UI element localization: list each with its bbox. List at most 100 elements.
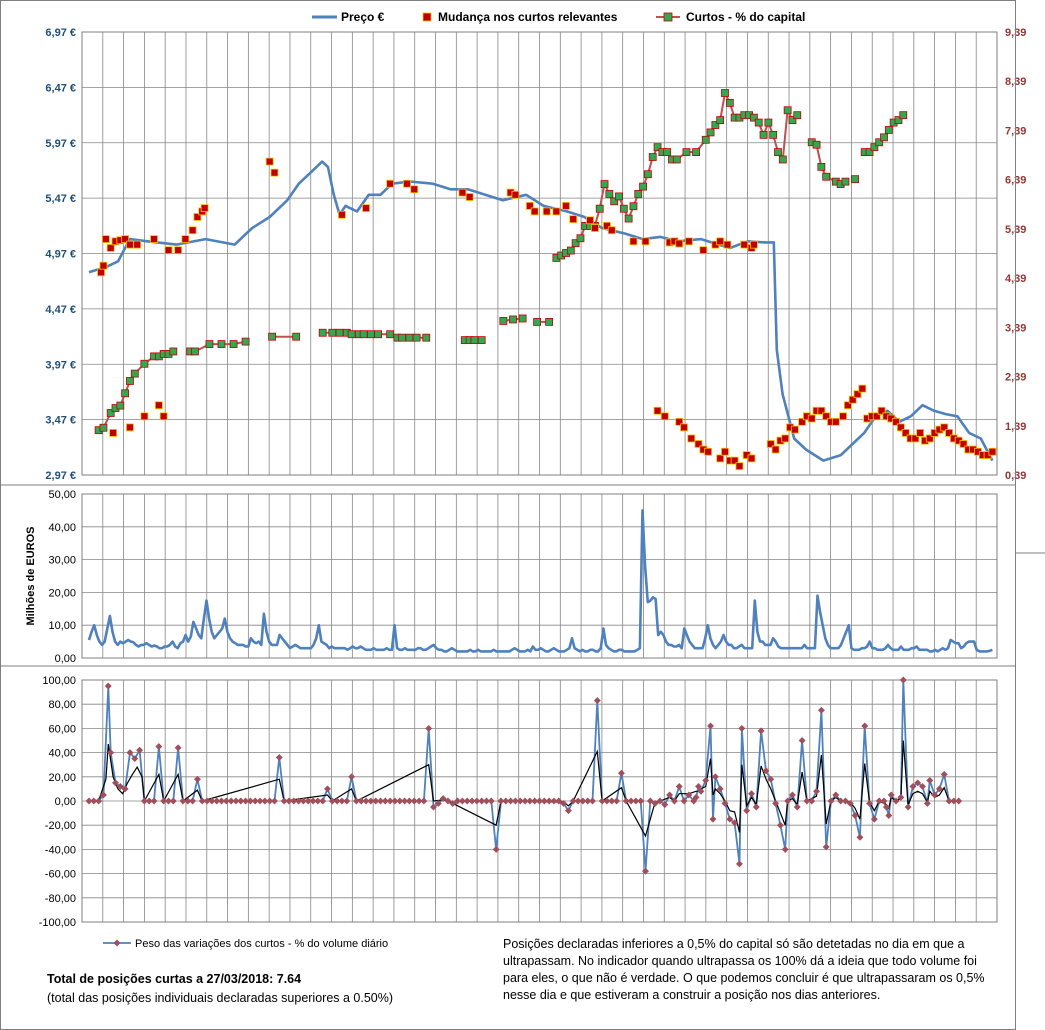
weight-marker xyxy=(588,797,597,805)
explanatory-note: Posições declaradas inferiores a 0,5% do… xyxy=(503,937,985,1002)
weight-marker xyxy=(376,797,385,805)
y-tick-label: 40,00 xyxy=(48,522,76,534)
weight-marker xyxy=(227,797,235,805)
weight-marker xyxy=(555,797,563,805)
weight-marker xyxy=(870,815,878,823)
weight-marker xyxy=(709,815,717,823)
short-change-marker xyxy=(140,412,149,421)
y-tick-label: 60,00 xyxy=(48,723,76,735)
weight-marker xyxy=(812,787,821,795)
short-change-marker xyxy=(721,447,729,456)
weight-marker xyxy=(131,755,139,763)
weight-marker xyxy=(410,797,418,805)
weight-marker xyxy=(767,775,775,783)
short-pct-marker xyxy=(318,328,327,337)
weight-marker xyxy=(468,797,476,805)
short-change-marker xyxy=(603,221,611,230)
legend-pct-marker xyxy=(663,12,673,22)
weight-marker xyxy=(372,797,380,805)
weight-marker xyxy=(897,793,905,801)
weight-marker xyxy=(85,797,93,805)
short-pct-marker xyxy=(894,116,903,125)
grid xyxy=(81,31,998,476)
weight-marker xyxy=(434,799,442,807)
weight-marker xyxy=(803,797,811,805)
short-pct-marker xyxy=(692,148,700,157)
short-pct-marker xyxy=(366,330,375,339)
short-change-marker xyxy=(699,246,708,255)
price-line xyxy=(88,160,994,462)
volume-line xyxy=(87,509,993,653)
weight-marker xyxy=(666,791,674,799)
short-change-marker xyxy=(872,412,881,421)
short-change-marker xyxy=(716,237,725,246)
short-change-marker xyxy=(940,423,949,432)
short-change-marker xyxy=(945,429,953,437)
short-pct-marker xyxy=(605,190,614,198)
short-pct-marker xyxy=(292,332,301,341)
weight-marker xyxy=(945,797,953,805)
y-tick-label: 80,00 xyxy=(48,699,76,711)
y-tick-label: 100,00 xyxy=(42,675,76,687)
weight-marker xyxy=(865,799,874,807)
short-pct-marker xyxy=(191,347,199,356)
weight-marker xyxy=(926,776,934,784)
weight-marker xyxy=(646,797,654,805)
short-pct-marker xyxy=(268,332,276,341)
short-change-marker xyxy=(858,384,867,393)
y-tick-label: -100,00 xyxy=(39,917,76,929)
short-change-marker xyxy=(552,207,561,216)
short-change-marker xyxy=(126,423,134,432)
weight-marker xyxy=(449,799,457,807)
short-pct-marker xyxy=(229,340,238,348)
short-pct-marker xyxy=(769,130,778,139)
weight-marker xyxy=(314,797,322,805)
weight-marker xyxy=(822,843,830,851)
short-change-marker xyxy=(542,207,551,216)
short-pct-marker xyxy=(793,111,802,120)
short-pct-marker xyxy=(398,333,407,342)
weight-marker xyxy=(198,797,206,805)
weight-marker xyxy=(569,797,577,805)
weight-marker xyxy=(697,787,705,795)
weight-marker xyxy=(405,797,413,805)
short-change-marker xyxy=(694,440,703,448)
short-pct-marker xyxy=(99,423,108,432)
short-pct-marker xyxy=(615,192,623,201)
weight-marker xyxy=(270,797,279,805)
short-pct-marker xyxy=(851,175,859,184)
weight-marker xyxy=(622,797,630,805)
weight-marker xyxy=(299,797,307,805)
weight-marker xyxy=(752,803,760,811)
weight-marker xyxy=(892,797,900,805)
short-pct-marker xyxy=(788,116,797,125)
weight-marker xyxy=(641,867,650,875)
y-tick-label: 10,00 xyxy=(48,620,76,632)
legend-weight-label: Peso das variações dos curtos - % do vol… xyxy=(135,938,388,950)
y-left-tick-label: 3,47 € xyxy=(45,415,76,427)
weight-marker xyxy=(661,801,669,809)
short-pct-marker xyxy=(126,377,134,385)
weight-marker xyxy=(280,797,288,805)
short-change-marker xyxy=(771,445,780,454)
weight-marker xyxy=(923,799,931,807)
weight-marker xyxy=(832,791,840,799)
weight-marker xyxy=(184,797,192,805)
short-change-marker xyxy=(653,406,662,415)
short-pct-marker xyxy=(140,359,149,368)
short-pct-marker xyxy=(653,143,662,152)
y-left-tick-label: 4,47 € xyxy=(45,304,76,316)
y-tick-label: -60,00 xyxy=(45,869,76,881)
short-change-marker xyxy=(159,412,168,421)
short-change-marker xyxy=(101,235,110,244)
y-left-tick-label: 6,47 € xyxy=(45,82,76,94)
weight-marker xyxy=(429,803,438,811)
weight-marker xyxy=(367,797,375,805)
weight-marker xyxy=(425,724,433,732)
weight-marker xyxy=(401,797,409,805)
weight-marker xyxy=(386,797,394,805)
short-pct-marker xyxy=(347,330,356,339)
short-change-marker xyxy=(154,401,163,410)
weight-marker xyxy=(348,773,356,781)
